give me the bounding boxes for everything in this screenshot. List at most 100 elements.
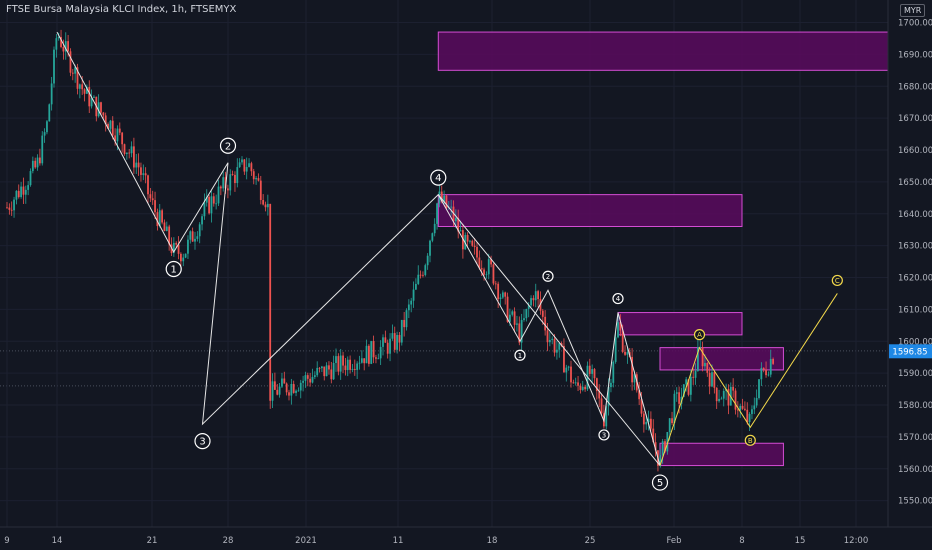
candle-body <box>697 347 699 371</box>
price-tick-label: 1570.00 <box>898 433 932 443</box>
candle-body <box>309 378 312 383</box>
candle-body <box>645 422 648 425</box>
price-axis[interactable]: 1700.00 1690.00 1680.00 1670.00 1660.00 1650.… <box>898 19 932 507</box>
candle-body <box>165 226 168 231</box>
time-tick-label: Feb <box>666 536 681 546</box>
candle-body <box>558 343 561 350</box>
candle-body <box>184 253 187 258</box>
candle-body <box>60 36 62 47</box>
candle-body <box>485 274 488 276</box>
candle-body <box>313 375 316 377</box>
candle-body <box>556 349 558 353</box>
candle-body <box>741 405 744 409</box>
candle-body <box>405 310 408 328</box>
candle-body <box>532 298 535 301</box>
candle-body <box>241 159 243 163</box>
wave-label-text: 3 <box>602 431 606 439</box>
time-tick-label: 18 <box>487 536 498 546</box>
time-tick-label: 2021 <box>295 536 317 546</box>
candle-body <box>454 217 457 222</box>
candle-body <box>264 204 267 208</box>
candle-body <box>396 334 398 350</box>
candle-body <box>661 441 664 456</box>
candle-body <box>62 46 65 52</box>
candle-body <box>386 342 389 354</box>
wave-label-text: 5 <box>657 478 663 489</box>
candle-body <box>459 230 462 232</box>
candle-body <box>107 123 109 129</box>
elliott-wave-lines <box>56 31 838 466</box>
price-tick-label: 1670.00 <box>898 114 932 124</box>
candle-body <box>469 240 471 242</box>
wave-label-text: 4 <box>435 173 441 184</box>
candle-body <box>617 322 619 338</box>
candle-body <box>548 339 551 343</box>
candle-body <box>217 186 220 204</box>
candle-body <box>311 376 314 383</box>
currency-badge[interactable]: MYR <box>900 4 926 17</box>
zone-rect <box>437 194 743 227</box>
candle-body <box>492 264 495 284</box>
wave-label-text: 1 <box>171 265 177 276</box>
candle-body <box>647 418 650 423</box>
candle-body <box>384 337 387 343</box>
candle-body <box>415 283 417 290</box>
sub-wave-label: 4 <box>612 292 624 305</box>
candle-body <box>318 367 321 369</box>
candle-body <box>154 200 156 213</box>
candle-body <box>71 72 74 74</box>
candle-body <box>642 413 645 425</box>
candle-body <box>722 390 725 399</box>
price-tick-label: 1630.00 <box>898 242 932 252</box>
time-tick-label: 8 <box>739 536 744 546</box>
price-tick-label: 1700.00 <box>898 19 932 29</box>
candle-body <box>15 190 18 200</box>
candle-body <box>360 358 363 363</box>
candle-body <box>198 224 201 237</box>
candle-body <box>8 207 11 210</box>
time-tick-label: 12:00 <box>844 536 869 546</box>
zone-rect <box>659 442 784 467</box>
candle-body <box>281 378 283 387</box>
wave-label-circle <box>831 274 843 287</box>
candle-body <box>278 386 281 395</box>
candle-body <box>304 375 307 381</box>
candle-body <box>443 195 445 202</box>
impulse-wave-label: 1 <box>165 260 182 278</box>
candle-body <box>746 409 749 423</box>
candle-body <box>243 159 246 172</box>
candle-body <box>208 196 210 214</box>
candle-body <box>351 368 354 370</box>
candle-body <box>612 361 615 383</box>
candle-body <box>215 203 218 205</box>
candle-body <box>382 337 384 347</box>
time-axis[interactable]: 9 14 21 28 2021 11 18 25 Feb 8 15 12:00 <box>4 536 868 546</box>
candle-body <box>234 174 236 184</box>
candle-body <box>335 356 337 363</box>
wave-label-circle <box>514 349 526 361</box>
candle-body <box>685 379 688 385</box>
price-tick-label: 1610.00 <box>898 305 932 315</box>
time-tick-label: 11 <box>393 536 404 546</box>
candle-body <box>581 386 584 390</box>
candle-body <box>553 338 556 353</box>
candle-body <box>269 203 272 401</box>
candle-body <box>506 296 509 322</box>
candle-body <box>736 409 739 411</box>
time-tick-label: 15 <box>795 536 806 546</box>
candle-body <box>445 195 448 208</box>
candle-body <box>682 384 685 397</box>
candle-body <box>288 392 290 396</box>
candle-body <box>262 199 265 205</box>
candle-body <box>523 318 525 321</box>
candle-body <box>121 132 124 145</box>
candle-body <box>605 406 608 427</box>
candle-body <box>227 188 229 191</box>
candle-body <box>50 83 53 105</box>
candle-body <box>53 49 55 84</box>
candle-body <box>668 418 671 433</box>
candle-body <box>64 41 67 52</box>
candle-body <box>769 358 772 375</box>
sub-wave-label: 2 <box>542 270 554 282</box>
